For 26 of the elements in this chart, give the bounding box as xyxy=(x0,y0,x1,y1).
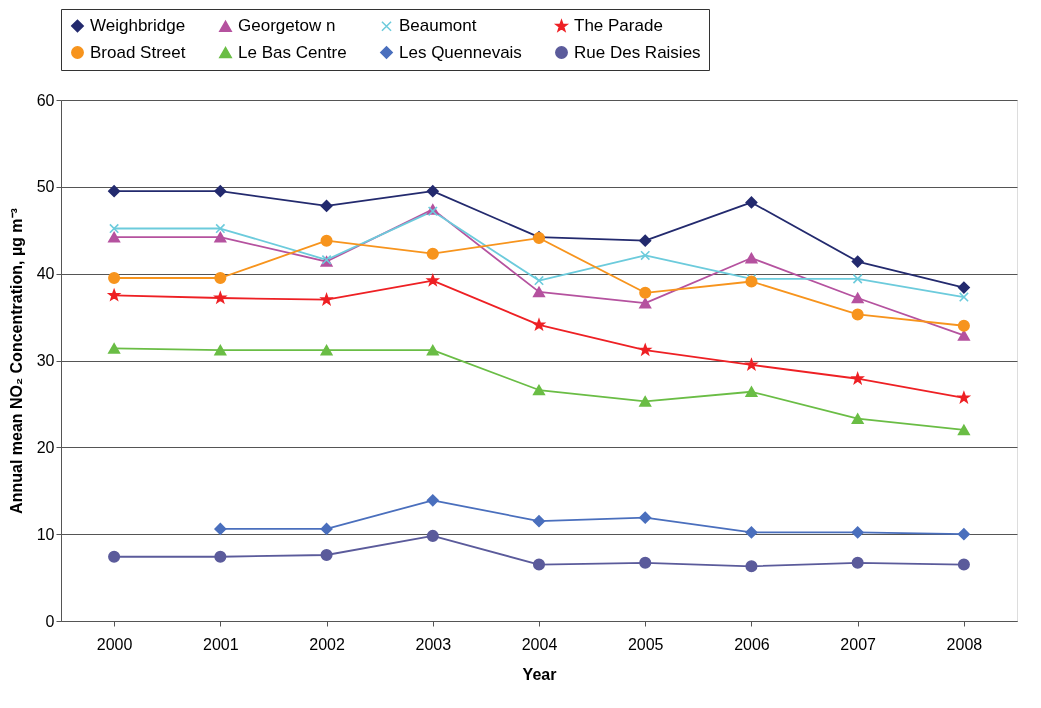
x-tick-label: 2000 xyxy=(96,635,133,653)
y-tick-label: 10 xyxy=(36,525,55,543)
y-axis-title: Annual mean NO₂ Concentration, µg m⁻³ xyxy=(7,208,25,514)
x-tick-label: 2002 xyxy=(309,635,345,653)
legend-label: Le Bas Centre xyxy=(238,42,347,62)
x-tick-label: 2007 xyxy=(840,635,877,653)
legend-label: Georgetow n xyxy=(238,16,336,36)
y-tick-label: 50 xyxy=(36,178,55,196)
y-tick-label: 0 xyxy=(45,612,55,630)
legend-label: Rue Des Raisies xyxy=(574,42,701,62)
legend-label: Beaumont xyxy=(399,16,477,36)
x-tick-label: 2003 xyxy=(415,635,452,653)
legend-label: Les Quennevais xyxy=(399,42,522,62)
y-tick-label: 60 xyxy=(36,91,55,109)
x-tick-label: 2001 xyxy=(203,635,239,653)
x-axis-title: Year xyxy=(522,665,557,683)
y-tick-label: 20 xyxy=(36,438,55,456)
y-tick-label: 40 xyxy=(36,265,55,283)
x-tick-label: 2004 xyxy=(521,635,558,653)
y-tick-label: 30 xyxy=(36,352,55,369)
legend-label: Broad Street xyxy=(90,42,186,62)
x-tick-label: 2005 xyxy=(627,635,664,653)
legend-label: Weighbridge xyxy=(90,15,186,35)
x-tick-label: 2008 xyxy=(946,635,983,653)
x-tick-label: 2006 xyxy=(734,635,770,653)
legend-label: The Parade xyxy=(574,16,663,36)
